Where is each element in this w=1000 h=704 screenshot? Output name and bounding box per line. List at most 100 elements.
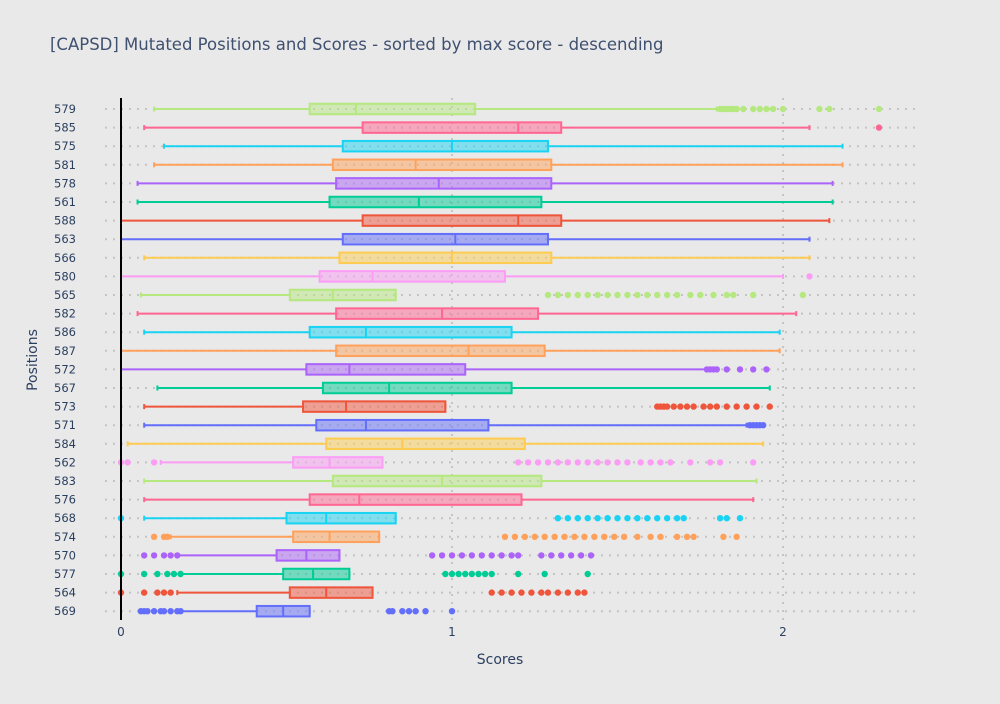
box-577[interactable] xyxy=(117,567,591,581)
outlier-point[interactable] xyxy=(521,533,529,540)
outlier-point[interactable] xyxy=(663,403,671,410)
outlier-point[interactable] xyxy=(733,403,740,410)
outlier-point[interactable] xyxy=(160,552,168,559)
iqr-box[interactable] xyxy=(305,363,467,376)
outlier-point[interactable] xyxy=(468,570,476,578)
iqr-box[interactable] xyxy=(292,530,381,544)
outlier-point[interactable] xyxy=(647,459,654,466)
outlier-point[interactable] xyxy=(174,552,181,559)
outlier-point[interactable] xyxy=(538,552,545,559)
outlier-point[interactable] xyxy=(405,608,413,615)
outlier-point[interactable] xyxy=(759,422,767,429)
outlier-point[interactable] xyxy=(154,589,161,596)
outlier-point[interactable] xyxy=(124,459,131,466)
outlier-point[interactable] xyxy=(723,515,730,522)
outlier-point[interactable] xyxy=(610,533,618,540)
outlier-point[interactable] xyxy=(478,552,485,559)
outlier-point[interactable] xyxy=(716,515,724,522)
outlier-point[interactable] xyxy=(177,570,184,578)
outlier-point[interactable] xyxy=(587,552,595,559)
outlier-point[interactable] xyxy=(468,552,476,559)
outlier-point[interactable] xyxy=(700,403,707,410)
outlier-point[interactable] xyxy=(528,589,535,596)
outlier-point[interactable] xyxy=(604,291,611,299)
outlier-point[interactable] xyxy=(673,533,681,540)
outlier-point[interactable] xyxy=(654,291,661,299)
iqr-box[interactable] xyxy=(318,270,506,283)
outlier-point[interactable] xyxy=(558,552,565,559)
outlier-point[interactable] xyxy=(736,515,744,522)
outlier-point[interactable] xyxy=(723,291,730,299)
outlier-point[interactable] xyxy=(720,533,727,540)
outlier-point[interactable] xyxy=(753,403,760,410)
iqr-box[interactable] xyxy=(335,344,546,358)
outlier-point[interactable] xyxy=(736,366,744,373)
outlier-point[interactable] xyxy=(160,608,168,615)
iqr-box[interactable] xyxy=(335,307,540,320)
outlier-point[interactable] xyxy=(683,533,691,540)
box-570[interactable] xyxy=(140,549,595,562)
outlier-point[interactable] xyxy=(389,608,396,615)
outlier-point[interactable] xyxy=(743,403,750,410)
box-583[interactable] xyxy=(143,474,758,488)
box-572[interactable] xyxy=(120,363,770,376)
outlier-point[interactable] xyxy=(475,570,482,578)
iqr-box[interactable] xyxy=(325,437,526,451)
outlier-point[interactable] xyxy=(488,589,495,596)
outlier-point[interactable] xyxy=(706,459,714,466)
box-566[interactable] xyxy=(143,251,811,265)
outlier-point[interactable] xyxy=(594,291,601,299)
outlier-point[interactable] xyxy=(581,533,588,540)
outlier-point[interactable] xyxy=(167,552,174,559)
outlier-point[interactable] xyxy=(740,105,747,113)
outlier-point[interactable] xyxy=(644,291,651,299)
outlier-point[interactable] xyxy=(508,589,515,596)
box-569[interactable] xyxy=(137,604,456,618)
box-582[interactable] xyxy=(136,307,798,320)
outlier-point[interactable] xyxy=(799,291,807,299)
outlier-point[interactable] xyxy=(428,552,436,559)
outlier-point[interactable] xyxy=(462,570,469,578)
outlier-point[interactable] xyxy=(574,459,581,466)
outlier-point[interactable] xyxy=(647,533,654,540)
outlier-point[interactable] xyxy=(620,533,628,540)
outlier-point[interactable] xyxy=(663,291,671,299)
outlier-point[interactable] xyxy=(554,589,562,596)
outlier-point[interactable] xyxy=(723,403,730,410)
outlier-point[interactable] xyxy=(654,515,661,522)
iqr-box[interactable] xyxy=(328,195,543,209)
iqr-box[interactable] xyxy=(292,456,384,469)
outlier-point[interactable] xyxy=(438,552,446,559)
box-565[interactable] xyxy=(139,288,807,302)
outlier-point[interactable] xyxy=(779,105,787,113)
outlier-point[interactable] xyxy=(140,589,148,596)
outlier-point[interactable] xyxy=(412,608,419,615)
outlier-point[interactable] xyxy=(548,552,555,559)
outlier-point[interactable] xyxy=(554,291,562,299)
outlier-point[interactable] xyxy=(564,589,572,596)
iqr-box[interactable] xyxy=(308,102,477,116)
outlier-point[interactable] xyxy=(614,459,621,466)
outlier-point[interactable] xyxy=(763,366,770,373)
outlier-point[interactable] xyxy=(624,515,631,522)
iqr-box[interactable] xyxy=(341,232,549,246)
outlier-point[interactable] xyxy=(584,291,591,299)
box-586[interactable] xyxy=(143,325,781,339)
box-574[interactable] xyxy=(150,530,740,544)
outlier-point[interactable] xyxy=(574,291,581,299)
outlier-point[interactable] xyxy=(750,366,757,373)
box-587[interactable] xyxy=(120,344,781,358)
outlier-point[interactable] xyxy=(554,459,562,466)
iqr-box[interactable] xyxy=(275,549,341,562)
outlier-point[interactable] xyxy=(657,533,664,540)
outlier-point[interactable] xyxy=(164,533,171,540)
outlier-point[interactable] xyxy=(750,105,757,113)
outlier-point[interactable] xyxy=(584,459,591,466)
box-581[interactable] xyxy=(153,158,844,172)
outlier-point[interactable] xyxy=(541,533,548,540)
outlier-point[interactable] xyxy=(567,552,575,559)
iqr-box[interactable] xyxy=(331,158,553,172)
outlier-point[interactable] xyxy=(442,570,449,578)
outlier-point[interactable] xyxy=(448,608,456,615)
outlier-point[interactable] xyxy=(488,552,495,559)
